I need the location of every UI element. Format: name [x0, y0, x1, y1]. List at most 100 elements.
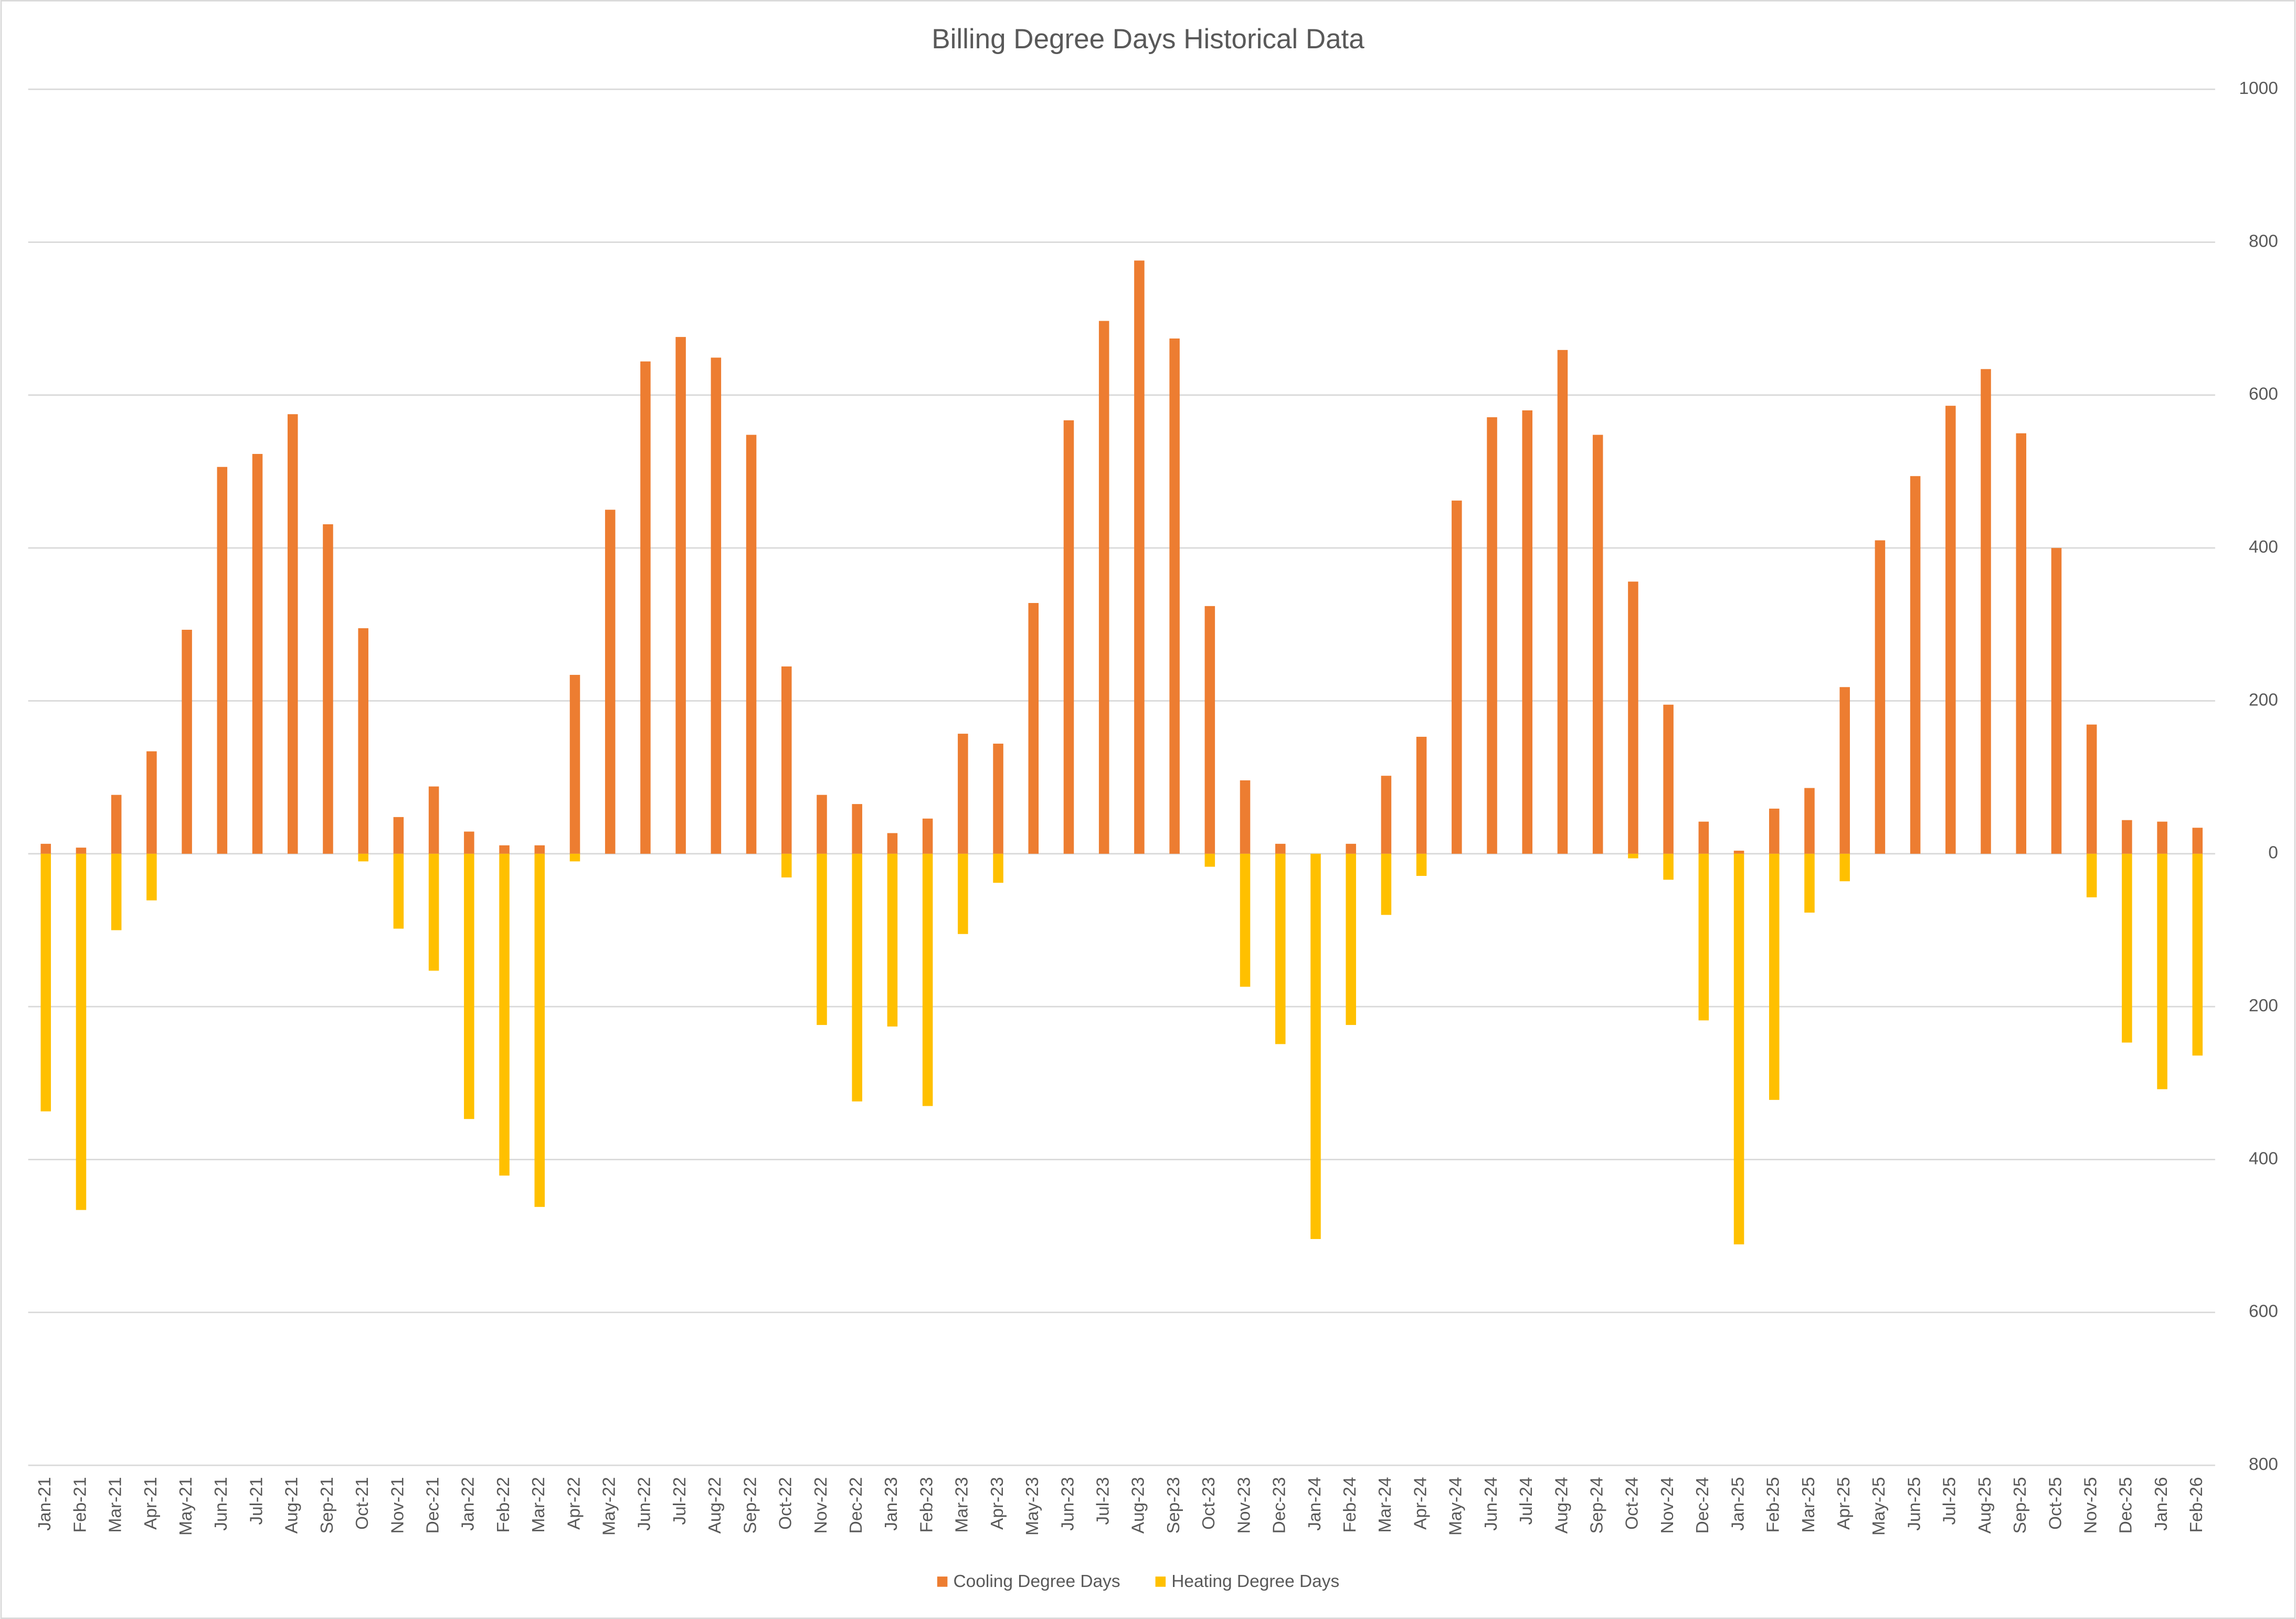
bar [1204, 606, 1215, 854]
bar [428, 853, 439, 971]
bar [534, 845, 545, 854]
bar [1769, 808, 1780, 854]
x-tick-label: Nov-23 [1234, 1477, 1254, 1533]
bar [781, 666, 792, 854]
y-tick-label: 600 [2249, 385, 2278, 404]
bar [1240, 780, 1251, 854]
x-tick-label: Dec-23 [1270, 1477, 1289, 1533]
bar [711, 357, 722, 854]
bar [569, 853, 580, 862]
bar [2157, 821, 2167, 854]
x-tick-label: Jun-23 [1058, 1477, 1077, 1530]
bar [1275, 853, 1286, 1044]
x-tick-label: May-25 [1869, 1477, 1889, 1536]
x-tick-label: Apr-23 [988, 1477, 1007, 1529]
x-tick-label: Jul-23 [1094, 1477, 1113, 1525]
legend-label: Cooling Degree Days [954, 1572, 1120, 1591]
bar [852, 804, 862, 854]
x-tick-label: Apr-25 [1834, 1477, 1854, 1529]
x-tick-label: May-22 [600, 1477, 619, 1536]
y-tick-label: 800 [2249, 231, 2278, 251]
bar [2016, 433, 2027, 854]
x-tick-label: Dec-22 [847, 1477, 866, 1533]
y-tick-label: 200 [2249, 690, 2278, 710]
x-tick-label: Apr-24 [1411, 1477, 1430, 1529]
bar [1028, 603, 1039, 854]
x-tick-label: Feb-21 [70, 1477, 90, 1532]
bar [1663, 704, 1674, 854]
x-tick-label: Feb-23 [917, 1477, 936, 1532]
x-tick-label: Jul-24 [1517, 1477, 1536, 1525]
x-tick-label: Oct-21 [353, 1477, 372, 1529]
x-tick-label: Jan-22 [459, 1477, 478, 1530]
bar [817, 795, 827, 854]
bar [288, 414, 298, 854]
y-tick-label: 400 [2249, 1149, 2278, 1168]
x-tick-label: Jan-21 [35, 1477, 55, 1530]
bar [1628, 853, 1638, 859]
x-tick-label: May-21 [176, 1477, 196, 1536]
x-tick-label: Mar-25 [1799, 1477, 1818, 1532]
y-tick-label: 1000 [2239, 79, 2278, 98]
bar [393, 817, 404, 854]
bar [887, 833, 898, 854]
bar [640, 361, 651, 854]
bar [1733, 850, 1744, 854]
x-tick-label: Mar-24 [1376, 1477, 1395, 1532]
bar [1839, 853, 1850, 882]
bar [2122, 853, 2132, 1043]
x-tick-label: Aug-23 [1129, 1477, 1148, 1533]
x-tick-label: Aug-22 [705, 1477, 725, 1533]
bar [1663, 853, 1674, 880]
x-tick-label: Nov-21 [388, 1477, 407, 1533]
x-tick-label: Jun-22 [635, 1477, 654, 1530]
x-tick-label: Jul-22 [670, 1477, 690, 1525]
chart-title: Billing Degree Days Historical Data [932, 24, 1364, 55]
bar [1945, 406, 1956, 854]
x-tick-label: Dec-21 [423, 1477, 442, 1533]
y-tick-label: 400 [2249, 537, 2278, 557]
y-tick-label: 200 [2249, 996, 2278, 1015]
bar [887, 853, 898, 1027]
bar [1804, 788, 1815, 854]
legend-swatch [1155, 1576, 1166, 1587]
y-tick-label: 800 [2249, 1455, 2278, 1474]
x-tick-label: Mar-22 [529, 1477, 548, 1532]
bar [358, 853, 368, 862]
bar [852, 853, 862, 1102]
x-tick-label: Dec-25 [2117, 1477, 2136, 1533]
x-tick-label: Dec-24 [1693, 1477, 1712, 1533]
bar [1769, 853, 1780, 1100]
bar [499, 853, 510, 1176]
x-tick-label: Feb-25 [1764, 1477, 1783, 1532]
bar [993, 853, 1003, 883]
bar [1346, 853, 1356, 1025]
bar [76, 848, 87, 854]
bar [1487, 417, 1497, 854]
y-tick-label: 600 [2249, 1302, 2278, 1321]
x-tick-label: Nov-25 [2081, 1477, 2101, 1533]
x-tick-label: Sep-25 [2011, 1477, 2030, 1533]
bar [1698, 821, 1709, 854]
x-tick-label: Sep-22 [740, 1477, 760, 1533]
bar [2122, 820, 2132, 854]
bar [569, 674, 580, 854]
bar [1134, 260, 1145, 854]
x-tick-label: Nov-24 [1658, 1477, 1677, 1533]
bar [534, 853, 545, 1207]
legend-label: Heating Degree Days [1171, 1572, 1339, 1591]
x-tick-label: Jan-23 [882, 1477, 901, 1530]
bar [1416, 853, 1427, 876]
x-tick-label: Oct-22 [776, 1477, 796, 1529]
bar [781, 853, 792, 877]
x-tick-label: Feb-22 [494, 1477, 513, 1532]
bar [40, 843, 51, 854]
x-tick-label: Oct-25 [2046, 1477, 2065, 1529]
bar [1310, 853, 1321, 1239]
bar [393, 853, 404, 929]
x-tick-label: Apr-21 [141, 1477, 161, 1529]
bar [1275, 843, 1286, 854]
x-tick-label: Mar-21 [106, 1477, 125, 1532]
bar [817, 853, 827, 1025]
bar [1169, 338, 1180, 854]
